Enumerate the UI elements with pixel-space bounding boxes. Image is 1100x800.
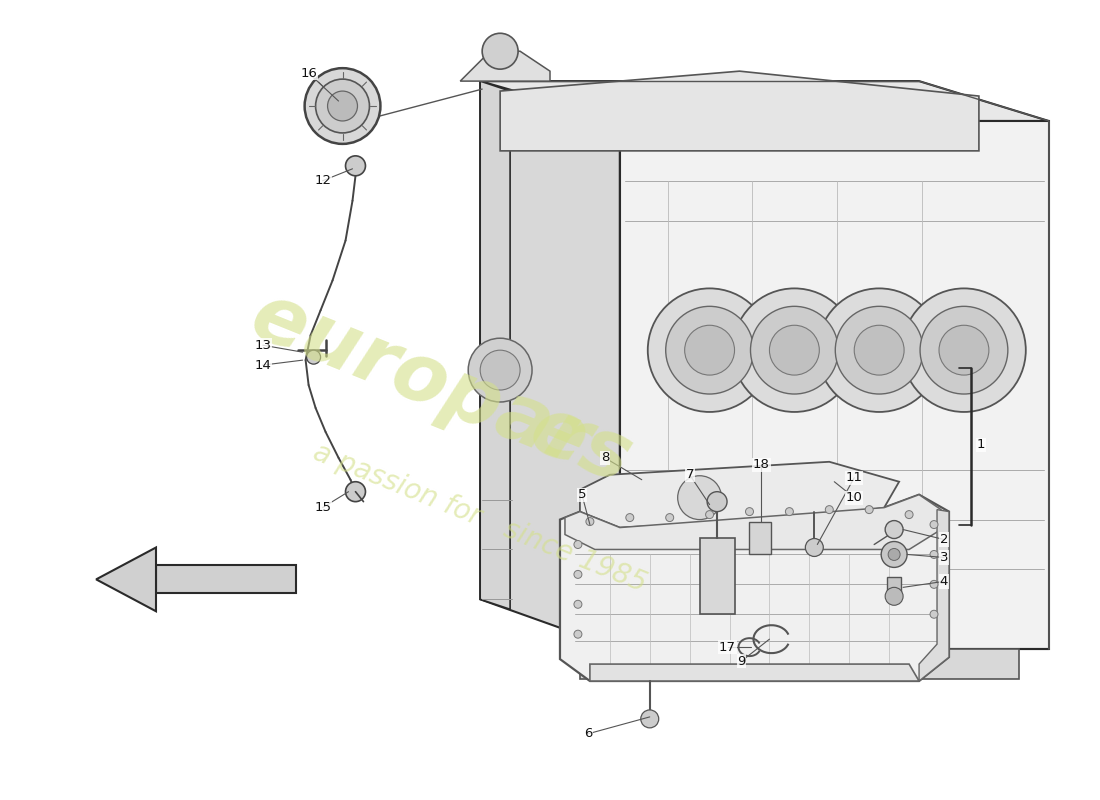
Polygon shape	[580, 649, 1019, 679]
Circle shape	[886, 521, 903, 538]
Circle shape	[574, 570, 582, 578]
Circle shape	[574, 630, 582, 638]
Circle shape	[345, 156, 365, 176]
Text: 18: 18	[754, 458, 770, 471]
Circle shape	[905, 510, 913, 518]
Text: 14: 14	[254, 358, 272, 372]
Circle shape	[641, 710, 659, 728]
Text: 13: 13	[254, 338, 272, 352]
Circle shape	[920, 306, 1008, 394]
Polygon shape	[481, 81, 1048, 121]
Text: 15: 15	[315, 501, 331, 514]
Circle shape	[307, 350, 320, 364]
Circle shape	[825, 506, 834, 514]
Text: 2: 2	[939, 533, 948, 546]
Text: 10: 10	[846, 491, 862, 504]
Text: 9: 9	[737, 654, 746, 667]
Circle shape	[316, 79, 370, 133]
Polygon shape	[749, 522, 771, 554]
Circle shape	[930, 521, 938, 529]
Polygon shape	[560, 494, 949, 681]
Text: 12: 12	[315, 174, 331, 187]
Circle shape	[666, 514, 673, 522]
Text: 17: 17	[719, 641, 736, 654]
Polygon shape	[481, 81, 619, 649]
Circle shape	[678, 476, 722, 519]
Circle shape	[835, 306, 923, 394]
Circle shape	[902, 288, 1026, 412]
Text: 3: 3	[939, 551, 948, 564]
Circle shape	[817, 288, 940, 412]
Text: 6: 6	[584, 727, 592, 740]
Circle shape	[345, 482, 365, 502]
Polygon shape	[700, 538, 735, 614]
Circle shape	[574, 541, 582, 549]
Text: 4: 4	[939, 575, 948, 588]
Text: 7: 7	[685, 468, 694, 482]
Circle shape	[305, 68, 381, 144]
Text: 8: 8	[601, 451, 609, 464]
Text: europar: europar	[240, 277, 602, 483]
Polygon shape	[481, 81, 510, 610]
FancyBboxPatch shape	[156, 566, 296, 594]
Circle shape	[785, 508, 793, 515]
Polygon shape	[887, 578, 901, 594]
Circle shape	[888, 549, 900, 561]
Circle shape	[707, 492, 727, 512]
Circle shape	[666, 306, 754, 394]
Text: 1: 1	[977, 438, 986, 451]
Circle shape	[886, 587, 903, 606]
Circle shape	[930, 610, 938, 618]
Polygon shape	[500, 71, 979, 151]
Circle shape	[469, 338, 532, 402]
Circle shape	[881, 542, 907, 567]
Polygon shape	[590, 664, 920, 681]
Polygon shape	[580, 462, 899, 527]
Circle shape	[648, 288, 771, 412]
Polygon shape	[920, 510, 949, 681]
Text: 11: 11	[846, 471, 862, 484]
Circle shape	[328, 91, 358, 121]
Circle shape	[746, 508, 754, 515]
Polygon shape	[460, 51, 550, 81]
Circle shape	[805, 538, 823, 557]
Text: a passion for   since 1985: a passion for since 1985	[309, 438, 651, 598]
Circle shape	[750, 306, 838, 394]
Circle shape	[574, 600, 582, 608]
Circle shape	[626, 514, 634, 522]
Text: es: es	[518, 390, 642, 500]
Circle shape	[939, 326, 989, 375]
Circle shape	[586, 518, 594, 526]
Circle shape	[482, 34, 518, 69]
Circle shape	[733, 288, 856, 412]
Circle shape	[684, 326, 735, 375]
Circle shape	[481, 350, 520, 390]
Circle shape	[930, 550, 938, 558]
Text: 5: 5	[578, 488, 586, 501]
Polygon shape	[96, 547, 156, 611]
Circle shape	[855, 326, 904, 375]
Circle shape	[866, 506, 873, 514]
Circle shape	[769, 326, 820, 375]
Circle shape	[705, 510, 714, 518]
Polygon shape	[565, 494, 940, 550]
Text: 16: 16	[300, 66, 317, 80]
Circle shape	[930, 580, 938, 588]
Polygon shape	[619, 121, 1048, 649]
